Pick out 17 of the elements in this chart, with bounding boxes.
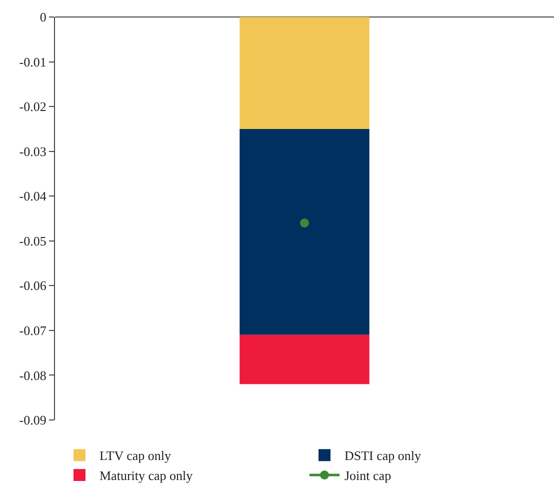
y-tick-label: -0.09 <box>19 412 46 428</box>
bar <box>240 17 370 129</box>
y-tick-label: -0.07 <box>19 322 47 338</box>
y-tick-label: -0.04 <box>19 188 47 204</box>
legend-label: Joint cap <box>344 468 392 484</box>
y-tick-label: -0.08 <box>19 368 46 383</box>
y-tick-label: -0.02 <box>19 99 46 114</box>
bar <box>240 128 370 335</box>
y-tick-label: -0.01 <box>19 54 46 70</box>
y-tick-label: -0.06 <box>19 278 47 294</box>
y-tick-label: -0.05 <box>19 233 46 248</box>
bar <box>240 334 370 384</box>
legend-label: Maturity cap only <box>100 468 194 484</box>
y-tick-label: -0.03 <box>19 144 46 159</box>
legend-label: LTV cap only <box>100 448 172 464</box>
legend-label: DSTI cap only <box>344 448 422 464</box>
y-tick-label: 0 <box>40 10 46 25</box>
